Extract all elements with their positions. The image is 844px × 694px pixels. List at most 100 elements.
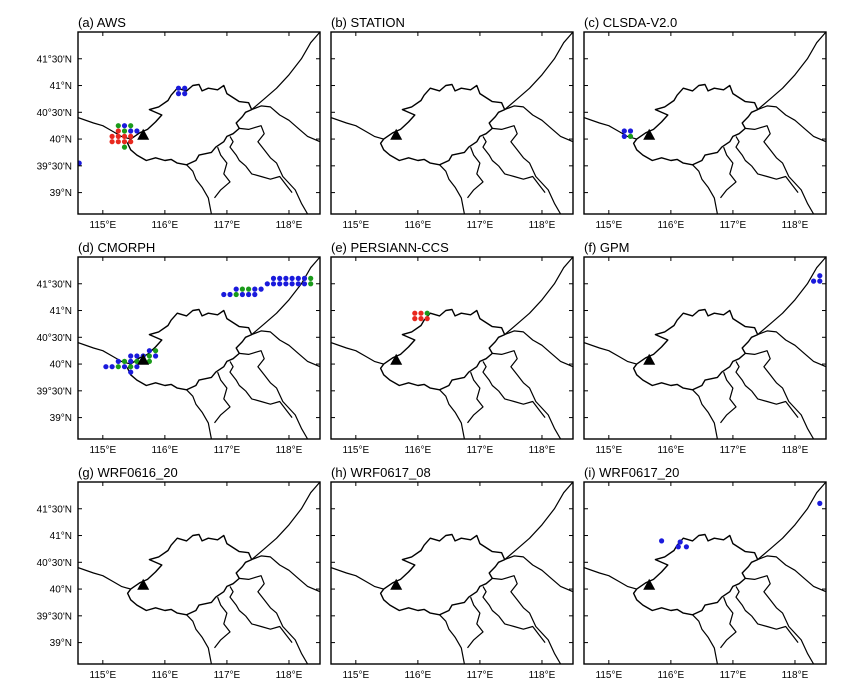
province-boundary: [467, 371, 484, 424]
precip-grid-point: [683, 544, 690, 550]
province-boundary: [245, 390, 293, 418]
province-boundary: [229, 586, 246, 617]
precip-grid-point: [78, 160, 82, 166]
precip-grid-point: [659, 538, 665, 544]
province-boundary: [439, 164, 465, 214]
province-boundary: [735, 136, 752, 167]
province-boundary: [751, 615, 799, 643]
lon-tick-label: 117°E: [467, 445, 494, 456]
lon-tick-label: 117°E: [467, 220, 494, 231]
precip-grid-point: [121, 133, 128, 139]
province-boundary: [751, 390, 799, 418]
precip-grid-point: [239, 291, 245, 298]
lon-tick-label: 116°E: [405, 445, 432, 456]
province-boundary: [720, 146, 737, 199]
province-boundary: [720, 596, 737, 649]
panel-title: (b) STATION: [331, 15, 405, 30]
lon-tick-label: 115°E: [596, 670, 623, 681]
map-panel: (b) STATION 115°E 116°E 117°E 118°E: [330, 15, 574, 231]
province-boundary: [504, 105, 573, 143]
lat-tick-label: 39°N: [50, 413, 72, 424]
precip-grid-point: [109, 139, 115, 145]
province-boundary: [214, 146, 231, 199]
precip-grid-point: [221, 291, 227, 298]
panel-title: (a) AWS: [78, 15, 126, 30]
precip-grid-point: [412, 316, 418, 322]
precip-grid-point: [283, 275, 289, 281]
precip-grid-point: [153, 353, 159, 359]
province-boundary: [214, 371, 231, 424]
precip-grid-point: [115, 128, 121, 134]
province-boundary: [239, 125, 309, 214]
precip-grid-point: [182, 85, 188, 91]
lon-tick-label: 118°E: [782, 445, 809, 456]
lon-tick-label: 118°E: [529, 220, 556, 231]
precip-grid-point: [134, 358, 140, 364]
beijing-boundary: [126, 83, 253, 166]
precip-grid-point: [128, 133, 134, 139]
province-boundary: [331, 342, 384, 365]
province-boundary: [251, 105, 320, 143]
lat-tick-label: 41°30'N: [37, 279, 72, 290]
triangle-icon: [137, 128, 150, 140]
province-boundary: [757, 330, 826, 368]
panel-frame: [583, 31, 827, 215]
province-boundary: [245, 165, 293, 193]
lon-tick-label: 118°E: [276, 220, 303, 231]
beijing-boundary: [379, 533, 506, 616]
lat-tick-label: 40°30'N: [37, 558, 72, 569]
precip-grid-point: [424, 310, 430, 316]
precip-grid-point: [128, 353, 134, 359]
precip-grid-point: [146, 348, 152, 354]
province-boundary: [186, 614, 212, 664]
lat-tick-label: 39°30'N: [37, 386, 72, 397]
lon-tick-label: 117°E: [214, 445, 241, 456]
precip-grid-point: [121, 358, 128, 364]
lon-tick-label: 115°E: [90, 220, 117, 231]
precip-grid-point: [289, 275, 295, 281]
lat-tick-label: 41°30'N: [37, 54, 72, 65]
triangle-icon: [137, 578, 150, 590]
precip-grid-point: [134, 353, 140, 359]
lon-tick-label: 115°E: [90, 670, 117, 681]
precip-grid-point: [115, 133, 121, 139]
province-boundary: [186, 164, 212, 214]
lon-tick-label: 117°E: [214, 670, 241, 681]
beijing-boundary: [632, 83, 759, 166]
province-boundary: [692, 614, 718, 664]
map-panel: (f) GPM 115°E 116°E 117°E 118°E: [583, 240, 827, 456]
precip-grid-point: [627, 133, 634, 139]
province-boundary: [692, 389, 718, 439]
precip-grid-point: [175, 85, 182, 91]
province-boundary: [78, 567, 131, 590]
lon-tick-label: 115°E: [343, 445, 370, 456]
precip-grid-point: [115, 364, 121, 370]
lon-tick-label: 116°E: [152, 220, 179, 231]
lat-tick-label: 40°30'N: [37, 333, 72, 344]
precip-grid-point: [258, 286, 264, 292]
lon-tick-label: 115°E: [343, 670, 370, 681]
lon-tick-label: 117°E: [214, 220, 241, 231]
precip-grid-point: [252, 291, 258, 298]
province-boundary: [504, 32, 573, 111]
beijing-boundary: [126, 533, 253, 616]
lat-tick-label: 41°30'N: [37, 504, 72, 515]
precip-grid-point: [121, 123, 128, 129]
province-boundary: [186, 389, 212, 439]
lon-tick-label: 116°E: [658, 220, 685, 231]
panel-title: (g) WRF0616_20: [78, 465, 178, 480]
precip-grid-point: [424, 316, 430, 322]
beijing-boundary: [379, 308, 506, 391]
panel-title: (h) WRF0617_08: [331, 465, 431, 480]
precip-grid-point: [295, 281, 301, 287]
panel-frame: [330, 256, 574, 440]
triangle-icon: [643, 128, 656, 140]
panel-title: (d) CMORPH: [78, 240, 155, 255]
province-boundary: [745, 125, 815, 214]
province-boundary: [492, 575, 562, 664]
precip-grid-point: [121, 364, 128, 370]
province-boundary: [439, 614, 465, 664]
province-boundary: [331, 117, 384, 140]
province-boundary: [251, 555, 320, 593]
precip-grid-point: [817, 500, 823, 506]
